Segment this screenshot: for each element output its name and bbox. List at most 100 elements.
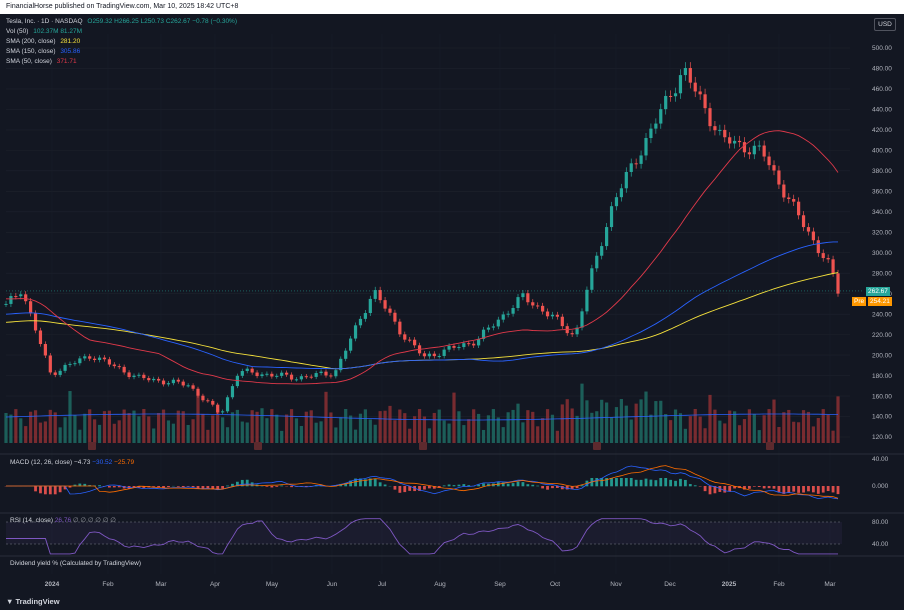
volume-bar (536, 426, 540, 443)
volume-bar (403, 413, 407, 443)
macd-histogram-bar (521, 482, 525, 487)
pre-price-label: 254.21 (868, 297, 892, 306)
volume-bar (78, 429, 82, 443)
volume-bar (417, 409, 422, 443)
macd-histogram-bar (447, 484, 451, 487)
dividend-label: Dividend yield % (Calculated by TradingV… (10, 560, 142, 567)
macd-histogram-bar (555, 486, 559, 488)
candle-body (147, 378, 151, 381)
candle-body (393, 312, 397, 322)
sma150-label: SMA (150, close) (6, 48, 56, 55)
candle-body (344, 350, 348, 359)
candle-body (708, 108, 712, 127)
price-tick-label: 280.00 (872, 270, 892, 277)
volume-bar (836, 396, 840, 443)
macd-histogram-bar (211, 486, 215, 490)
volume-bar (383, 410, 387, 443)
volume-bar (605, 402, 609, 443)
price-tick-label: 360.00 (872, 189, 892, 196)
candle-body (152, 378, 156, 381)
candle-body (265, 373, 269, 375)
volume-bar (349, 415, 353, 443)
candle-body (53, 372, 57, 375)
volume-bar (767, 409, 771, 443)
legend-sma200: SMA (200, close) 281.20 (6, 37, 80, 46)
volume-bar (585, 400, 589, 443)
volume-bar (388, 405, 392, 443)
macd-histogram-bar (669, 479, 673, 487)
candle-body (137, 374, 141, 376)
macd-histogram-bar (649, 479, 653, 487)
volume-bar (737, 425, 742, 443)
candle-body (703, 94, 707, 109)
macd-histogram-bar (723, 486, 727, 493)
volume-bar (801, 410, 806, 443)
symbol-label: Tesla, Inc. · 1D · NASDAQ (6, 18, 83, 25)
macd-histogram-bar (777, 486, 781, 492)
macd-histogram-bar (181, 486, 185, 488)
candle-body (536, 305, 540, 307)
candle-body (462, 343, 466, 348)
macd-histogram-bar (811, 486, 815, 493)
macd-histogram-bar (216, 486, 220, 490)
macd-histogram-bar (541, 486, 545, 489)
candle-body (9, 296, 13, 304)
macd-histogram-bar (467, 485, 471, 487)
chart-area[interactable]: 500.00 480.00 460.00 440.00 420.00 400.00 380.… (0, 14, 904, 593)
macd-histogram-bar (359, 478, 362, 487)
macd-histogram-bar (792, 486, 796, 492)
volume-bar (595, 411, 599, 443)
volume-bar (747, 409, 751, 443)
candle-body (294, 379, 299, 381)
candle-body (595, 255, 599, 269)
volume-bar (811, 426, 815, 443)
volume-bar (590, 412, 594, 443)
candle-body (334, 370, 338, 377)
macd-histogram-bar (73, 484, 77, 487)
candle-body (560, 316, 564, 327)
macd-histogram-bar (221, 486, 225, 489)
price-chart-svg[interactable]: 500.00 480.00 460.00 440.00 420.00 400.00 380.… (0, 14, 904, 593)
macd-histogram-bar (373, 478, 377, 487)
candle-body (698, 91, 702, 95)
rsi-label: RSI (14, close) (10, 517, 53, 524)
candle-body (122, 366, 126, 373)
time-tick-label: May (266, 581, 279, 588)
volume-bar (43, 421, 47, 443)
tradingview-logo[interactable]: ▼ TradingView (6, 597, 60, 606)
macd-histogram-bar (167, 486, 170, 488)
candle-body (797, 201, 801, 216)
macd-histogram-bar (442, 485, 446, 487)
volume-bar (797, 422, 801, 443)
time-tick-label: Mar (155, 581, 167, 588)
candle-body (811, 231, 815, 241)
volume-bar (294, 418, 299, 443)
earnings-marker (419, 442, 427, 450)
volume-bar (363, 409, 367, 443)
volume-bar (693, 409, 697, 443)
publish-header: FinancialHorse published on TradingView.… (0, 0, 904, 14)
macd-histogram-bar (836, 486, 840, 495)
volume-bar (93, 419, 97, 443)
candle-body (787, 197, 791, 200)
price-tick-label: 180.00 (872, 373, 892, 380)
candle-body (737, 140, 742, 143)
currency-button[interactable]: USD (874, 18, 896, 31)
macd-histogram-bar (546, 486, 549, 490)
macd-histogram-bar (403, 486, 407, 493)
volume-bar (413, 416, 417, 443)
candle-body (191, 385, 195, 389)
candle-body (762, 145, 766, 157)
macd-histogram-bar (551, 486, 554, 489)
volume-bar (541, 418, 545, 443)
candle-body (73, 363, 77, 365)
candle-body (398, 321, 402, 335)
macd-histogram-bar (245, 479, 249, 487)
volume-bar (147, 416, 151, 443)
candle-body (102, 357, 107, 360)
price-tick-label: 460.00 (872, 86, 892, 93)
volume-bar (486, 415, 491, 443)
candle-body (157, 378, 161, 381)
candle-body (349, 338, 353, 351)
candle-body (511, 307, 515, 314)
